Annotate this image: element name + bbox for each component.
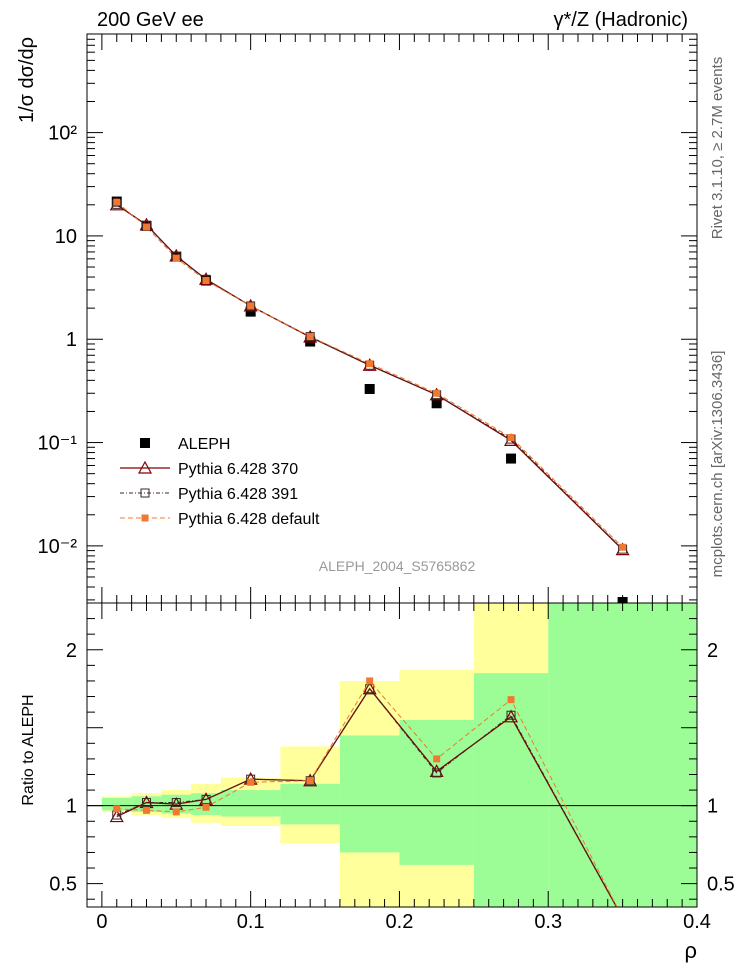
ratio-ytick-label-right: 1 (707, 796, 718, 818)
main-series-line (116, 203, 623, 550)
ratio-ytick-label: 2 (66, 640, 77, 662)
ratio-panel: 0 0.1 0.2 0.3 0.4 0.5 0.5 1 1 2 2 (49, 34, 735, 933)
data-point (202, 277, 210, 285)
ratio-point (143, 806, 151, 814)
main-panel: 10⁻² 10⁻¹ 1 10 10² (38, 33, 698, 607)
data-point (507, 433, 515, 441)
ratio-point (306, 777, 314, 785)
xtick-label: 0.4 (683, 911, 711, 933)
stat-uncertainty-band (548, 603, 697, 907)
stat-uncertainty-band (131, 796, 162, 812)
ratio-ytick-label-right: 0.5 (707, 874, 735, 896)
header-left-title: 200 GeV ee (97, 9, 204, 31)
ratio-point (202, 803, 210, 811)
rivet-label: Rivet 3.1.10, ≥ 2.7M events (709, 57, 726, 240)
ratio-series-line (116, 687, 618, 907)
data-point (113, 198, 121, 206)
xtick-label: 0.2 (386, 911, 414, 933)
data-point (366, 360, 374, 368)
stat-uncertainty-band (399, 719, 474, 865)
watermark-label: ALEPH_2004_S5765862 (319, 558, 476, 574)
ratio-point (506, 710, 516, 720)
ratio-point (109, 809, 124, 823)
ratio-ytick-label: 1 (66, 796, 77, 818)
ratio-point (171, 798, 181, 808)
ratio-point (247, 778, 255, 786)
data-point (246, 301, 256, 311)
legend-marker (140, 438, 150, 448)
main-series-line (116, 201, 623, 548)
legend-label: Pythia 6.428 370 (178, 461, 298, 478)
ratio-ytick-label: 0.5 (49, 874, 77, 896)
legend-marker (137, 460, 153, 474)
ratio-series-line (116, 680, 618, 907)
ratio-point (433, 755, 441, 763)
data-point (306, 333, 314, 341)
data-point (143, 223, 151, 231)
main-ytick-label: 10² (48, 123, 77, 145)
ratio-point (507, 696, 515, 704)
ratio-point (432, 768, 442, 778)
ratio-point (113, 805, 121, 813)
legend-label: Pythia 6.428 391 (178, 486, 298, 503)
ratio-point (201, 794, 211, 804)
main-ytick-label: 10 (55, 226, 77, 248)
data-point (364, 383, 375, 394)
main-ytick-label: 10⁻² (38, 536, 78, 558)
ratio-ylabel: Ratio to ALEPH (20, 694, 37, 805)
ratio-xlabel: ρ (684, 938, 697, 963)
data-point (172, 254, 180, 262)
main-ytick-label: 1 (66, 329, 77, 351)
xtick-label: 0.3 (534, 911, 562, 933)
stat-uncertainty-band (339, 735, 400, 853)
stat-uncertainty-band (280, 783, 340, 825)
stat-uncertainty-band (220, 790, 281, 817)
ratio-ytick-label-right: 2 (707, 640, 718, 662)
ratio-frame (86, 602, 698, 908)
legend-marker (140, 488, 150, 498)
stat-uncertainty-band (473, 673, 549, 907)
xtick-label: 0 (96, 911, 107, 933)
main-ylabel: 1/σ dσ/dρ (16, 37, 38, 123)
ratio-point (362, 681, 377, 695)
ratio-point (365, 684, 375, 694)
ratio-point (504, 709, 519, 723)
ratio-point (142, 798, 152, 808)
ratio-point (172, 808, 180, 816)
legend-label: ALEPH (178, 436, 230, 453)
ratio-point (429, 764, 444, 777)
data-point (247, 302, 255, 310)
ratio-point (366, 677, 374, 685)
header-right-title: γ*/Z (Hadronic) (554, 9, 688, 31)
legend-marker (141, 514, 149, 522)
data-point (619, 543, 627, 551)
ratio-series-line (116, 687, 618, 907)
data-point (506, 453, 517, 464)
stat-uncertainty-band (101, 797, 132, 811)
main-ytick-label: 10⁻¹ (38, 433, 78, 455)
xtick-label: 0.1 (237, 911, 265, 933)
legend-label: Pythia 6.428 default (178, 511, 320, 528)
data-point (305, 332, 315, 342)
data-point (431, 398, 442, 409)
data-point (433, 389, 441, 397)
legend: ALEPH Pythia 6.428 370 Pythia 6.428 391 Pyt… (120, 436, 320, 528)
mcplots-label: mcplots.cern.ch [arXiv:1306.3436] (709, 351, 726, 578)
data-point (245, 306, 256, 317)
